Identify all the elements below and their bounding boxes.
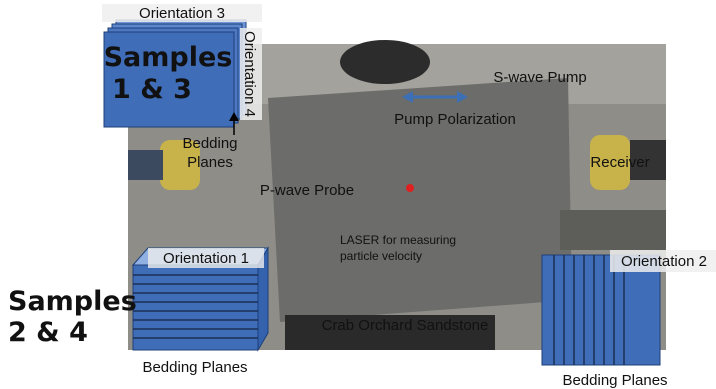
photo-label: Pump Polarization xyxy=(394,111,516,128)
bedding-label: Bedding Planes xyxy=(142,359,247,376)
photo-label: Crab Orchard Sandstone xyxy=(322,317,489,334)
page: Orientation 3 Samples 1 & 3 Orientation … xyxy=(0,0,716,389)
bedding-label: Bedding xyxy=(182,135,237,152)
orientation-label: Orientation 2 xyxy=(621,253,707,270)
orientation-label: Orientation 1 xyxy=(163,250,249,267)
orientation-label: Orientation 4 xyxy=(241,31,258,117)
orientation-label: Orientation 3 xyxy=(139,5,225,22)
samples-label: 1 & 3 xyxy=(112,74,192,105)
bedding-label: Bedding Planes xyxy=(562,372,667,389)
photo-label: LASER for measuring xyxy=(340,233,456,247)
photo-label: P-wave Probe xyxy=(260,182,354,199)
samples-label: Samples xyxy=(104,42,233,73)
samples-label: Samples xyxy=(8,286,137,317)
diagram: Orientation 3 Samples 1 & 3 Orientation … xyxy=(0,0,716,389)
samples-label: 2 & 4 xyxy=(8,317,88,348)
bedding-label: Planes xyxy=(187,154,233,171)
photo-label: Receiver xyxy=(590,154,649,171)
photo-label: S-wave Pump xyxy=(493,69,586,86)
photo-label: particle velocity xyxy=(340,249,422,263)
